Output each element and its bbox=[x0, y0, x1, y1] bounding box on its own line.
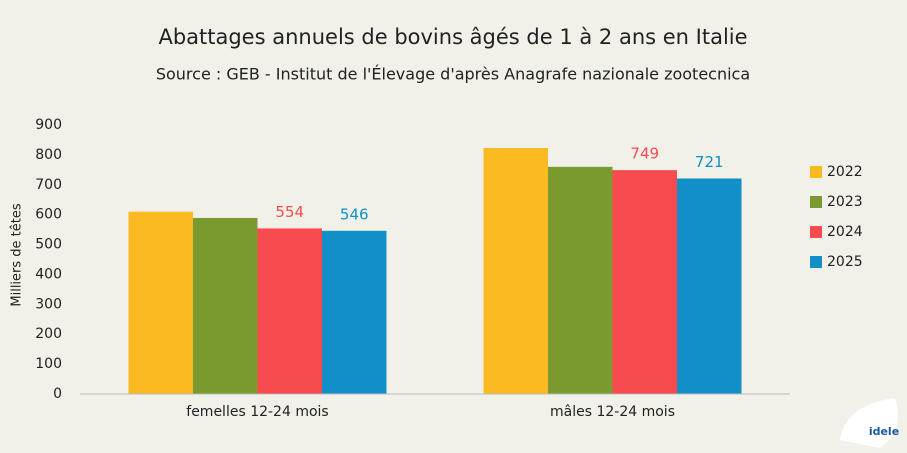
chart-subtitle: Source : GEB - Institut de l'Élevage d'a… bbox=[156, 65, 750, 84]
y-tick-label: 700 bbox=[35, 177, 62, 193]
logo-text: idele bbox=[869, 425, 899, 438]
bar bbox=[612, 170, 677, 394]
legend-swatch bbox=[810, 166, 822, 178]
bar bbox=[677, 178, 742, 394]
x-tick-label: femelles 12-24 mois bbox=[186, 404, 328, 420]
legend-swatch bbox=[810, 196, 822, 208]
data-label: 554 bbox=[275, 203, 304, 221]
y-tick-label: 300 bbox=[35, 296, 62, 312]
x-tick-label: mâles 12-24 mois bbox=[550, 404, 675, 420]
bar bbox=[483, 148, 548, 394]
y-tick-label: 500 bbox=[35, 237, 62, 253]
logo-shape bbox=[840, 398, 898, 448]
data-label: 546 bbox=[340, 205, 369, 223]
legend-swatch bbox=[810, 256, 822, 268]
y-tick-label: 900 bbox=[35, 117, 62, 133]
bar bbox=[257, 228, 322, 394]
legend-swatch bbox=[810, 226, 822, 238]
y-tick-label: 400 bbox=[35, 266, 62, 282]
legend-label: 2023 bbox=[827, 194, 863, 210]
y-axis-label: Milliers de têtes bbox=[10, 203, 25, 306]
y-tick-label: 600 bbox=[35, 207, 62, 223]
bar bbox=[128, 211, 193, 394]
bar bbox=[193, 217, 258, 394]
chart-title: Abattages annuels de bovins âgés de 1 à … bbox=[158, 25, 747, 49]
y-tick-label: 100 bbox=[35, 356, 62, 372]
legend-label: 2024 bbox=[827, 224, 863, 240]
data-label: 721 bbox=[695, 153, 724, 171]
legend-label: 2025 bbox=[827, 254, 863, 270]
data-label: 749 bbox=[630, 145, 659, 163]
bar bbox=[322, 230, 387, 394]
y-tick-label: 800 bbox=[35, 147, 62, 163]
y-tick-label: 200 bbox=[35, 326, 62, 342]
y-tick-label: 0 bbox=[53, 386, 62, 402]
bar bbox=[548, 166, 613, 394]
legend-label: 2022 bbox=[827, 164, 863, 180]
